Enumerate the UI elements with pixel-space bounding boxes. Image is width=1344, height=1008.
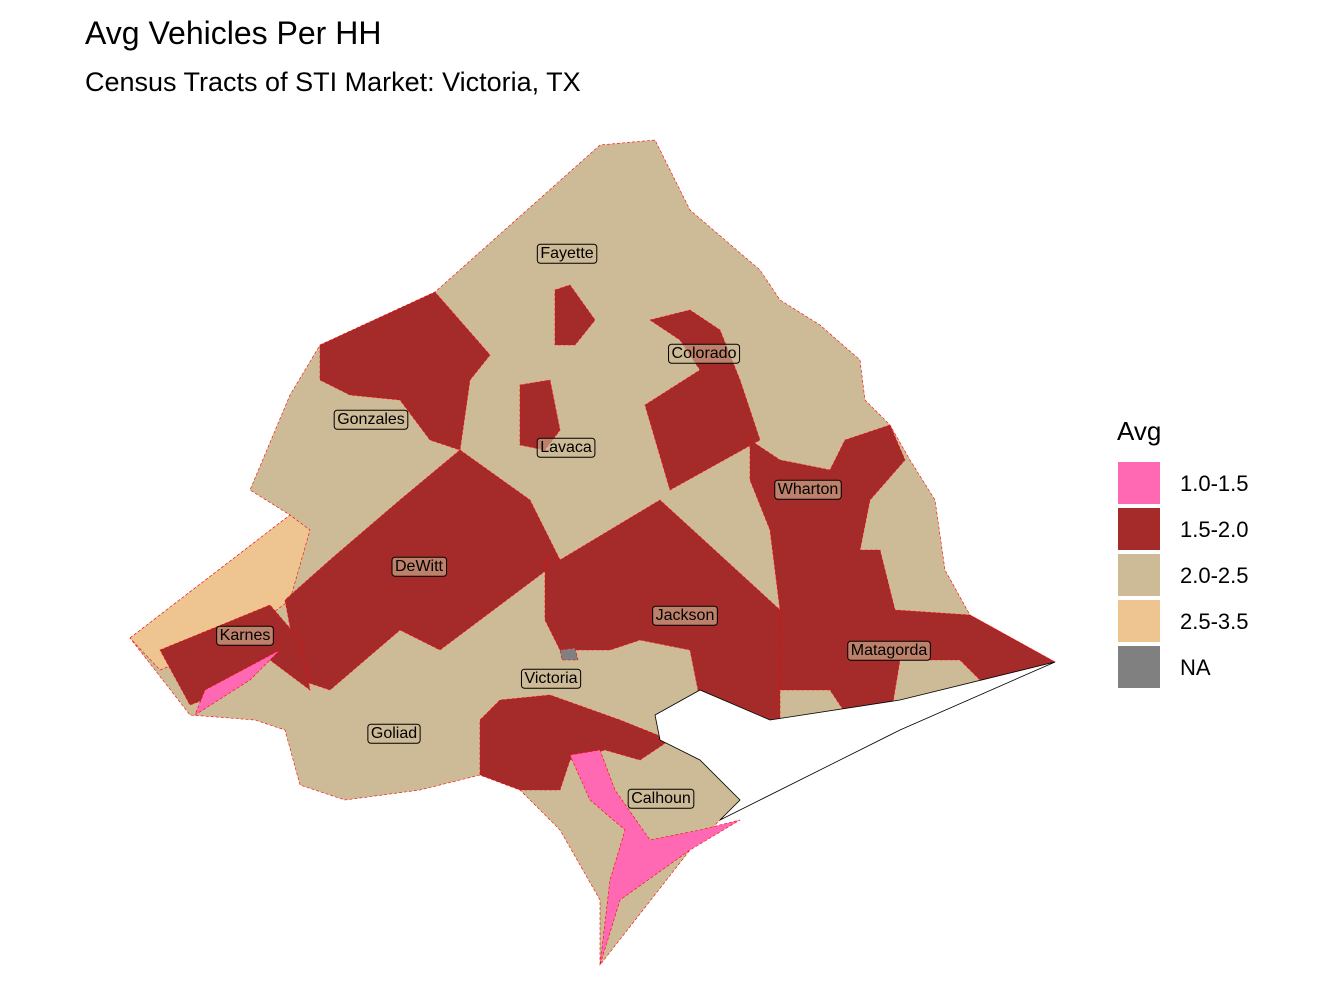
- legend-label: 1.0-1.5: [1180, 471, 1249, 496]
- legend-label: NA: [1180, 655, 1211, 680]
- county-label-box: [216, 625, 274, 646]
- county-label: Matagorda: [851, 642, 928, 659]
- region: [319, 291, 491, 451]
- county-label: Gonzales: [337, 411, 405, 428]
- legend-swatch: [1118, 508, 1160, 550]
- legend-swatch: [1118, 554, 1160, 596]
- county-label-box: [668, 343, 741, 364]
- county-label: Fayette: [540, 245, 593, 262]
- county-label-box: [520, 668, 582, 689]
- county-label-box: [536, 437, 596, 458]
- county-label-box: [847, 640, 931, 661]
- county-label-box: [367, 723, 421, 744]
- legend-label: 2.5-3.5: [1180, 609, 1249, 634]
- county-label-box: [536, 243, 598, 264]
- county-label: Colorado: [672, 345, 737, 362]
- county-label: Calhoun: [631, 790, 691, 807]
- region: [559, 647, 579, 661]
- county-label: Karnes: [220, 627, 271, 644]
- region: [479, 694, 671, 791]
- legend-swatch: [1118, 600, 1160, 642]
- county-label-box: [627, 788, 695, 809]
- region: [519, 379, 561, 451]
- legend-title: Avg: [1117, 416, 1161, 446]
- legend-swatch: [1118, 646, 1160, 688]
- bay: [654, 661, 1056, 821]
- region: [129, 514, 311, 671]
- subtitle: Census Tracts of STI Market: Victoria, T…: [85, 67, 581, 97]
- region: [544, 499, 781, 761]
- county-label-box: [391, 556, 448, 577]
- region: [644, 309, 761, 491]
- county-label: Victoria: [524, 670, 577, 687]
- county-label-box: [333, 409, 409, 430]
- region: [194, 649, 281, 716]
- county-label: Jackson: [656, 607, 715, 624]
- legend-swatch: [1118, 462, 1160, 504]
- county-label: DeWitt: [395, 558, 444, 575]
- legend-label: 2.0-2.5: [1180, 563, 1249, 588]
- county-label: Goliad: [371, 725, 417, 742]
- county-label: Wharton: [778, 481, 838, 498]
- county-label-box: [652, 605, 718, 626]
- county-label: Lavaca: [540, 439, 592, 456]
- county-label-box: [774, 479, 842, 500]
- region: [569, 749, 741, 966]
- title: Avg Vehicles Per HH: [85, 15, 381, 51]
- legend-label: 1.5-2.0: [1180, 517, 1249, 542]
- region: [554, 284, 596, 346]
